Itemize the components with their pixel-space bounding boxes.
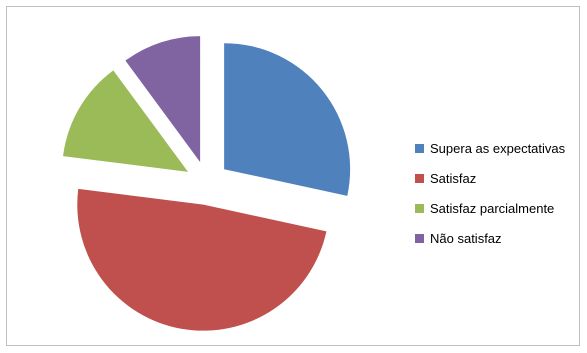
legend-label: Supera as expectativas [430,140,566,156]
legend-swatch [415,143,424,153]
pie-chart [63,36,351,331]
legend-swatch [415,173,424,183]
pie-slice-3 [63,70,189,172]
pie-slice-2 [77,188,327,331]
legend-label: Satisfaz [430,170,477,186]
legend-item: Não satisfaz [415,227,565,249]
pie-slice-4 [125,36,201,163]
legend-swatch [415,233,424,243]
legend-label: Satisfaz parcialmente [430,200,555,216]
legend-label: Não satisfaz [430,230,502,246]
legend-item: Supera as expectativas [415,137,565,159]
chart-area: Supera as expectativas Satisfaz Satisfaz… [6,6,580,346]
pie-slice-1 [224,43,351,196]
legend-item: Satisfaz parcialmente [415,197,565,219]
legend-item: Satisfaz [415,167,565,189]
legend-swatch [415,203,424,213]
legend: Supera as expectativas Satisfaz Satisfaz… [415,137,565,257]
